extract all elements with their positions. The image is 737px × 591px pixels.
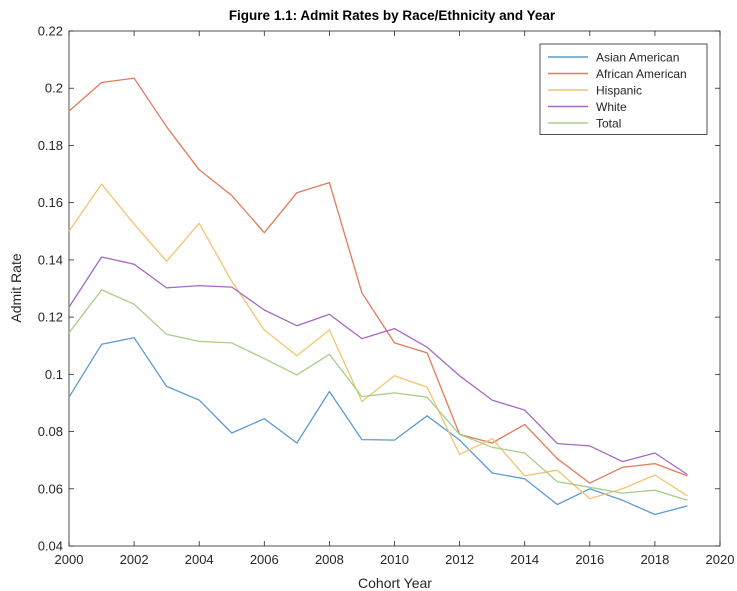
y-tick-label: 0.16 bbox=[38, 195, 63, 210]
x-tick-label: 2018 bbox=[640, 552, 669, 567]
y-tick-label: 0.18 bbox=[38, 138, 63, 153]
y-tick-label: 0.1 bbox=[45, 367, 63, 382]
x-tick-label: 2004 bbox=[185, 552, 214, 567]
legend-item-asian-american: Asian American bbox=[548, 51, 679, 65]
series-line-total bbox=[68, 289, 688, 501]
x-tick-label: 2016 bbox=[575, 552, 604, 567]
legend-box bbox=[539, 43, 708, 135]
x-tick-label: 2014 bbox=[510, 552, 539, 567]
y-tick-label: 0.08 bbox=[38, 424, 63, 439]
x-axis-label: Cohort Year bbox=[358, 575, 432, 591]
series-line-white bbox=[68, 256, 688, 476]
x-tick-label: 2000 bbox=[55, 552, 84, 567]
chart-title: Figure 1.1: Admit Rates by Race/Ethnicit… bbox=[229, 8, 556, 23]
x-axis: 2000 2002 2004 2006 2008 2010 2012 2014 2016 2018… bbox=[55, 31, 735, 567]
series-lines bbox=[68, 77, 688, 516]
legend-item-total: Total bbox=[548, 117, 621, 131]
legend-label: Hispanic bbox=[596, 84, 642, 98]
x-tick-label: 2010 bbox=[380, 552, 409, 567]
y-axis-label: Admit Rate bbox=[8, 253, 24, 322]
legend: Asian American African American Hispanic Wh… bbox=[539, 43, 708, 135]
legend-item-hispanic: Hispanic bbox=[548, 84, 642, 98]
x-tick-label: 2002 bbox=[120, 552, 149, 567]
series-line-hispanic bbox=[68, 183, 688, 500]
y-axis: 0.04 0.06 0.08 0.1 0.12 0.14 0.16 0.18 0.2 0.22 bbox=[38, 24, 720, 554]
y-tick-label: 0.06 bbox=[38, 481, 63, 496]
y-tick-label: 0.14 bbox=[38, 252, 63, 267]
y-tick-label: 0.04 bbox=[38, 539, 63, 554]
legend-label: Asian American bbox=[596, 51, 679, 65]
legend-label: White bbox=[596, 100, 627, 114]
x-tick-label: 2012 bbox=[445, 552, 474, 567]
series-line-asian-american bbox=[68, 337, 688, 516]
series-line-african-american bbox=[68, 77, 688, 484]
x-tick-label: 2020 bbox=[706, 552, 735, 567]
legend-label: Total bbox=[596, 117, 621, 131]
x-tick-label: 2006 bbox=[250, 552, 279, 567]
legend-item-african-american: African American bbox=[548, 67, 687, 81]
y-tick-label: 0.2 bbox=[45, 81, 63, 96]
y-tick-label: 0.12 bbox=[38, 310, 63, 325]
y-tick-label: 0.22 bbox=[38, 24, 63, 39]
legend-label: African American bbox=[596, 67, 687, 81]
x-tick-label: 2008 bbox=[315, 552, 344, 567]
legend-item-white: White bbox=[548, 100, 627, 114]
